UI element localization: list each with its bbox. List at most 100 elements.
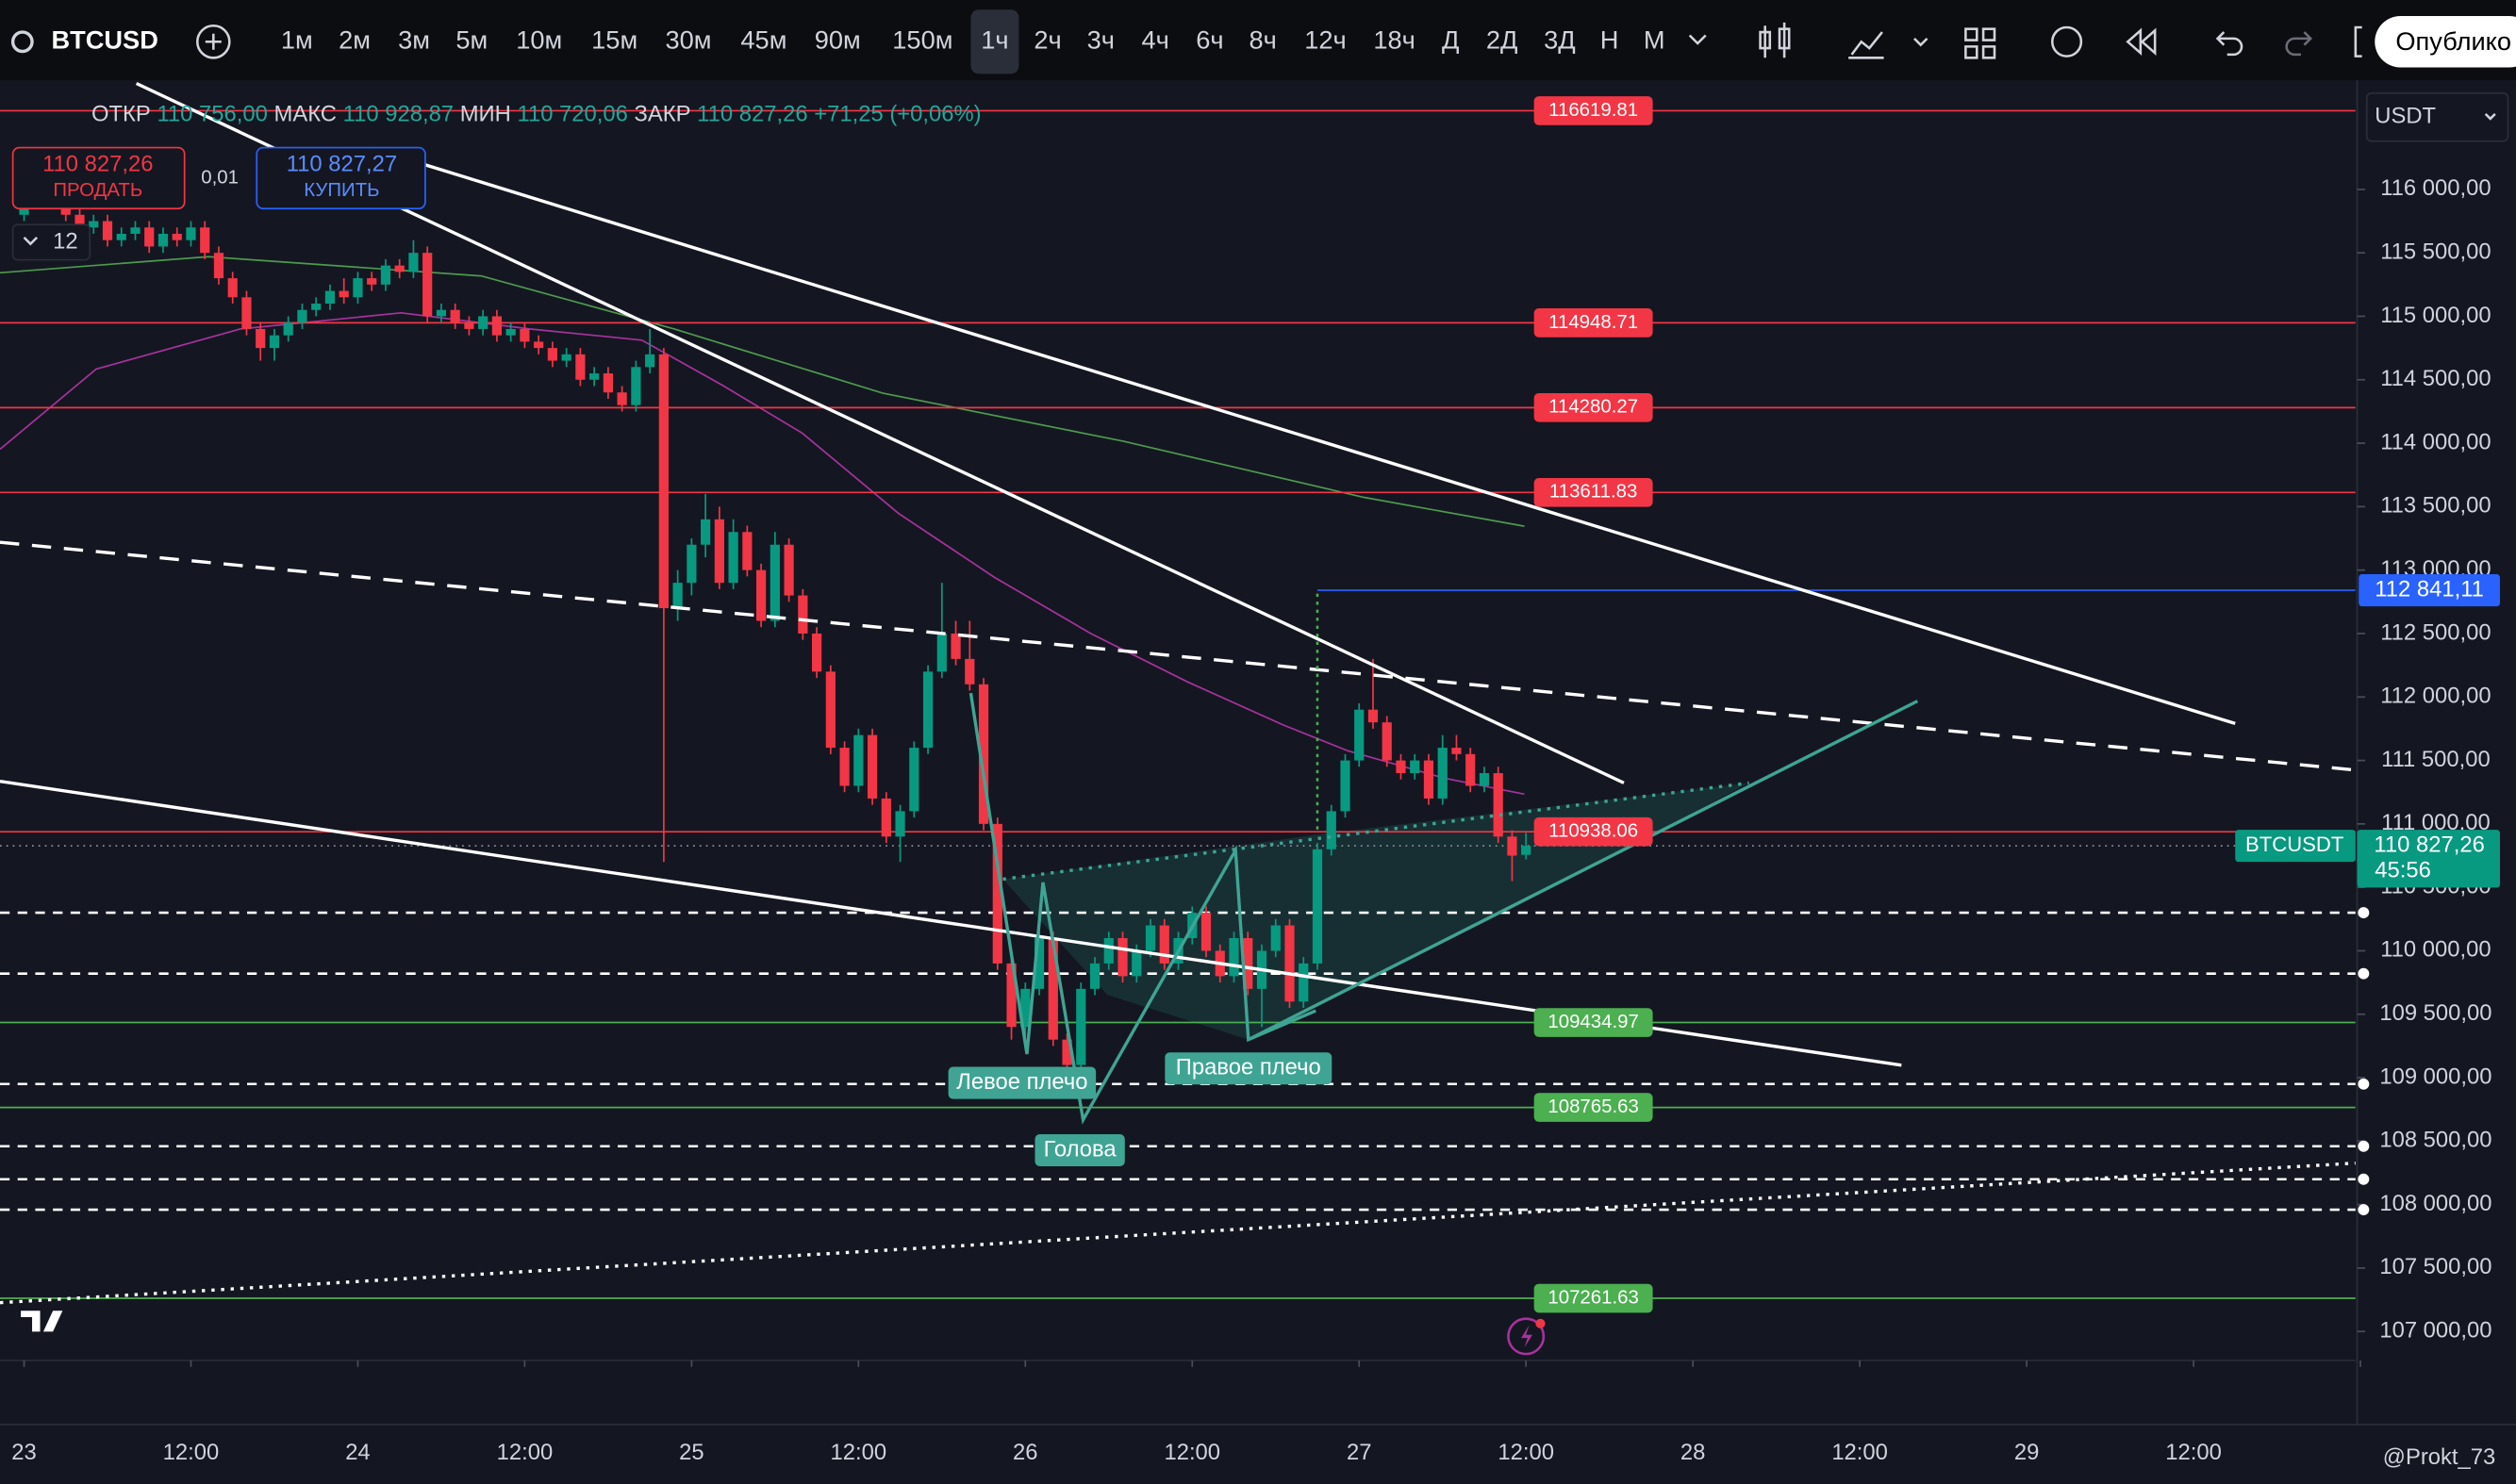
publish-label[interactable]: Опублико bbox=[2395, 26, 2511, 56]
candle-body bbox=[1382, 722, 1392, 761]
candle-body bbox=[1410, 760, 1420, 774]
timeframe[interactable]: Д bbox=[1442, 25, 1459, 54]
timeframe[interactable]: 10м bbox=[516, 25, 562, 54]
lightning-icon bbox=[1521, 1325, 1532, 1348]
chart-type-icon[interactable] bbox=[1759, 22, 1791, 58]
candle-body bbox=[909, 748, 919, 812]
high-value: 110 928,87 bbox=[343, 102, 454, 127]
sell-button[interactable] bbox=[11, 146, 186, 210]
timeframe[interactable]: 12ч bbox=[1304, 25, 1346, 54]
timeframe[interactable]: 3Д bbox=[1544, 25, 1576, 54]
candle-body bbox=[227, 278, 238, 298]
replay-icon[interactable] bbox=[2126, 27, 2157, 57]
candle-body bbox=[380, 265, 391, 285]
timeframe[interactable]: 15м bbox=[591, 25, 637, 54]
quantity-box[interactable] bbox=[11, 223, 91, 261]
annotation-box bbox=[1035, 1134, 1125, 1167]
y-tick-label: 110 000,00 bbox=[2380, 937, 2491, 963]
candle-body bbox=[687, 544, 697, 584]
symbol[interactable]: BTCUSD bbox=[51, 25, 157, 54]
timeframe[interactable]: 30м bbox=[665, 25, 711, 54]
timeframe[interactable]: 2Д bbox=[1486, 25, 1518, 54]
add-symbol-icon bbox=[205, 33, 222, 50]
lightning-icon[interactable] bbox=[1507, 1317, 1546, 1356]
search-icon[interactable] bbox=[10, 30, 34, 54]
timeframe[interactable]: 5м bbox=[455, 25, 488, 54]
alert-icon[interactable] bbox=[2050, 25, 2083, 58]
candle-body bbox=[951, 633, 961, 659]
candle-body bbox=[1270, 925, 1281, 951]
timeframe[interactable]: 90м bbox=[815, 25, 861, 54]
indicators-icon[interactable] bbox=[1848, 31, 1884, 59]
timeframe[interactable]: 2ч bbox=[1034, 25, 1061, 54]
candle-body bbox=[1493, 773, 1503, 837]
level-tag-label: 113611.83 bbox=[1549, 482, 1637, 503]
timeframe[interactable]: 150м bbox=[892, 25, 952, 54]
redo-icon[interactable] bbox=[2285, 31, 2313, 57]
timeframe[interactable]: 1ч bbox=[981, 25, 1008, 54]
y-tick-label: 112 000,00 bbox=[2380, 684, 2491, 709]
dropdown-icon[interactable] bbox=[1913, 37, 1928, 47]
candle-body bbox=[1243, 937, 1253, 989]
candle-body bbox=[1326, 811, 1336, 849]
timeframe[interactable]: 8ч bbox=[1249, 25, 1276, 54]
buy-button[interactable] bbox=[256, 146, 426, 210]
y-tick-label: 115 500,00 bbox=[2380, 239, 2491, 264]
candle-body bbox=[450, 309, 460, 323]
candle-body bbox=[408, 253, 419, 272]
timeframe[interactable]: 4ч bbox=[1141, 25, 1168, 54]
undo-icon[interactable] bbox=[2215, 31, 2243, 57]
candle-body bbox=[353, 278, 363, 298]
timeframe[interactable]: 6ч bbox=[1196, 25, 1223, 54]
publish-button[interactable] bbox=[2375, 16, 2516, 68]
candle-body bbox=[839, 748, 850, 786]
timeframe[interactable]: 1м bbox=[281, 25, 313, 54]
trend-lines bbox=[0, 81, 2356, 1305]
collapse-icon[interactable] bbox=[23, 236, 39, 246]
level-tag bbox=[1533, 308, 1653, 338]
low-label: МИН bbox=[460, 102, 511, 127]
x-tick-label: 24 bbox=[345, 1440, 371, 1465]
currency-select[interactable] bbox=[2365, 91, 2509, 142]
dropdown-icon[interactable] bbox=[1688, 34, 1707, 45]
sell-label[interactable]: ПРОДАТЬ bbox=[53, 180, 142, 201]
layout-icon[interactable] bbox=[1964, 27, 1996, 59]
notification-dot bbox=[1535, 1318, 1546, 1328]
timeframe[interactable]: Н bbox=[1600, 25, 1619, 54]
candle-body bbox=[1089, 963, 1101, 989]
x-tick-label: 12:00 bbox=[497, 1440, 554, 1465]
sell-price[interactable]: 110 827,26 bbox=[42, 152, 153, 177]
annotation-box bbox=[948, 1066, 1097, 1099]
x-tick-label: 25 bbox=[679, 1440, 704, 1465]
candle-body bbox=[645, 354, 655, 368]
candle-body bbox=[853, 734, 864, 786]
levels bbox=[0, 109, 2356, 1299]
candle-body bbox=[575, 354, 586, 380]
dropdown-icon[interactable] bbox=[2484, 112, 2496, 121]
timeframe[interactable]: 18ч bbox=[1373, 25, 1415, 54]
y-tick-label: 115 000,00 bbox=[2380, 303, 2491, 328]
buy-price[interactable]: 110 827,27 bbox=[287, 152, 397, 177]
candle-body bbox=[283, 322, 293, 336]
y-tick-label: 108 000,00 bbox=[2379, 1191, 2491, 1216]
timeframe[interactable]: 2м bbox=[339, 25, 371, 54]
timeframe[interactable]: 45м bbox=[740, 25, 786, 54]
level-tag-label: 108765.63 bbox=[1548, 1097, 1638, 1117]
price-axis bbox=[2355, 80, 2516, 1426]
level-marker bbox=[2358, 907, 2370, 919]
open-label: ОТКР bbox=[91, 102, 151, 127]
timeframe[interactable]: 3м bbox=[398, 25, 430, 54]
level-tag-label: 116619.81 bbox=[1548, 100, 1638, 121]
candle-body bbox=[589, 373, 600, 380]
timeframe[interactable]: М bbox=[1644, 25, 1665, 54]
open-value: 110 756,00 bbox=[157, 102, 267, 127]
add-symbol[interactable] bbox=[196, 24, 231, 59]
tv-logo bbox=[21, 1311, 63, 1332]
x-tick-label: 26 bbox=[1013, 1440, 1038, 1465]
fullscreen-icon[interactable] bbox=[2354, 25, 2362, 58]
buy-label[interactable]: КУПИТЬ bbox=[304, 180, 379, 201]
x-tick-label: 12:00 bbox=[1164, 1440, 1220, 1465]
currency[interactable]: USDT bbox=[2375, 104, 2436, 129]
timeframe[interactable]: 3ч bbox=[1087, 25, 1115, 54]
